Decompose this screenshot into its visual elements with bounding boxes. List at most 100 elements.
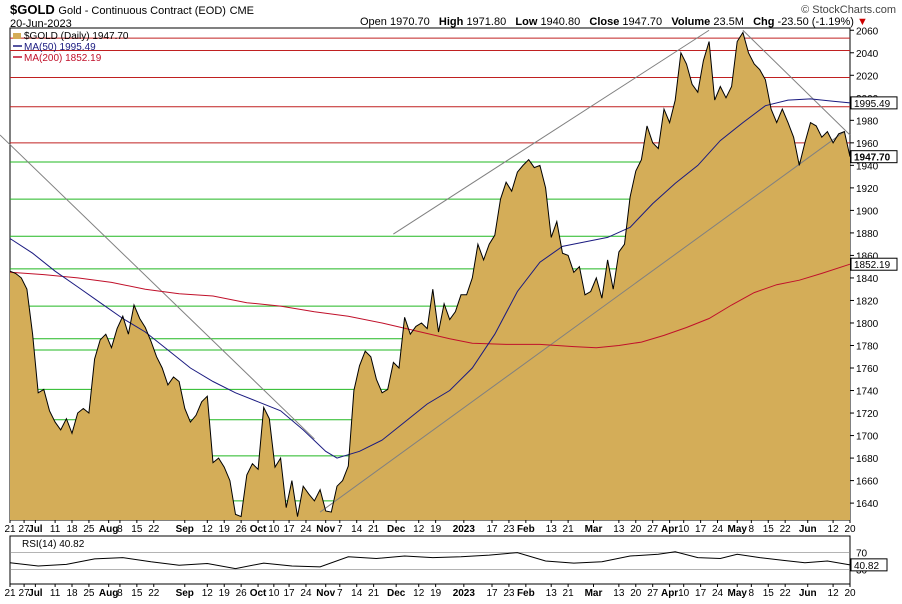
x-tick-label: 13	[546, 588, 558, 599]
x-tick-label: Jun	[799, 524, 817, 535]
trendline	[319, 131, 845, 513]
x-tick-label: 17	[486, 588, 498, 599]
x-tick-label: 8	[749, 588, 755, 599]
x-tick-label: 17	[283, 524, 295, 535]
y-tick-label: 1700	[856, 432, 879, 443]
x-tick-label: 12	[828, 588, 840, 599]
x-tick-label: Jul	[28, 524, 43, 535]
x-tick-label: 22	[148, 588, 160, 599]
x-tick-label: Feb	[517, 524, 535, 535]
x-tick-label: May	[728, 524, 748, 535]
chart-date: 20-Jun-2023	[10, 18, 72, 30]
x-tick-label: 10	[268, 524, 280, 535]
x-tick-label: 10	[678, 524, 690, 535]
trendline	[0, 134, 315, 440]
y-value-tag: 1947.70	[854, 153, 891, 164]
x-tick-label: 23	[503, 588, 515, 599]
volume-label: Volume	[671, 16, 711, 28]
x-tick-label: 13	[613, 588, 625, 599]
x-tick-label: 26	[236, 524, 248, 535]
watermark: © StockCharts.com	[801, 4, 896, 16]
low-label: Low	[515, 16, 538, 28]
low-value: 1940.80	[540, 16, 581, 28]
ma50-line	[9, 98, 851, 459]
legend-price-swatch	[13, 33, 21, 39]
x-tick-label: 20	[630, 524, 642, 535]
y-tick-label: 1760	[856, 364, 879, 375]
y-tick-label: 2020	[856, 71, 879, 82]
x-tick-label: 27	[19, 524, 31, 535]
x-tick-label: 24	[300, 524, 312, 535]
x-tick-label: Mar	[585, 524, 603, 535]
y-tick-label: 1820	[856, 296, 879, 307]
x-tick-label: Dec	[387, 524, 406, 535]
x-tick-label: 21	[4, 524, 16, 535]
x-tick-label: 21	[563, 524, 575, 535]
x-tick-label: 27	[647, 524, 659, 535]
x-tick-label: Apr	[661, 588, 678, 599]
rsi-panel-frame	[9, 535, 851, 585]
x-tick-label: Mar	[585, 588, 603, 599]
x-tick-label: 24	[712, 588, 724, 599]
y-tick-label: 1720	[856, 409, 879, 420]
x-tick-label: 19	[219, 524, 231, 535]
x-tick-label: 13	[546, 524, 558, 535]
rsi-chart: 703040.82	[9, 549, 888, 576]
y-tick-label: 1680	[856, 454, 879, 465]
close-value: 1947.70	[622, 16, 663, 28]
x-tick-label: 11	[50, 524, 61, 535]
x-tick-label: 2023	[453, 524, 476, 535]
y-axis-tags: 1995.49 1947.70 1852.19	[850, 96, 898, 271]
x-tick-label: 19	[430, 524, 442, 535]
x-tick-label: 25	[83, 524, 95, 535]
x-tick-label: Sep	[176, 588, 194, 599]
legend: $GOLD (Daily) 1947.70 MA(50) 1995.49 MA(…	[13, 31, 129, 64]
y-tick-label: 1800	[856, 319, 879, 330]
y-tick-label: 1940	[856, 161, 879, 172]
high-label: High	[438, 16, 464, 28]
symbol-description: Gold - Continuous Contract (EOD)	[58, 5, 226, 17]
x-tick-label: 21	[4, 588, 16, 599]
chart-title: $GOLD Gold - Continuous Contract (EOD) C…	[10, 2, 254, 17]
x-tick-label: 19	[430, 588, 442, 599]
x-tick-label: 10	[268, 588, 280, 599]
x-tick-label: 23	[503, 524, 515, 535]
y-tick-label: 1660	[856, 477, 879, 488]
x-tick-label: 27	[647, 588, 659, 599]
x-tick-label: 17	[486, 524, 498, 535]
rsi-value-tag-box	[850, 558, 888, 572]
close-label: Close	[589, 16, 620, 28]
y-value-tag-box	[850, 150, 898, 164]
exchange: CME	[229, 5, 255, 17]
trendline	[742, 29, 851, 136]
x-tick-label: 21	[368, 524, 380, 535]
open-label: Open	[360, 16, 387, 28]
y-tick-label: 1840	[856, 274, 879, 285]
x-tick-label: 12	[413, 588, 425, 599]
high-value: 1971.80	[466, 16, 507, 28]
x-tick-label: 14	[351, 524, 363, 535]
legend-price: $GOLD (Daily) 1947.70	[24, 31, 129, 42]
trendlines	[0, 29, 851, 513]
y-tick-label: 1740	[856, 387, 879, 398]
legend-ma50: MA(50) 1995.49	[24, 42, 96, 53]
y-tick-label: 2040	[856, 49, 879, 60]
rsi-tick-label: 70	[856, 549, 868, 560]
y-tick-label: 1900	[856, 206, 879, 217]
y-value-tag-box	[850, 96, 898, 110]
x-tick-label: 20	[630, 588, 642, 599]
x-tick-label: 17	[695, 524, 707, 535]
y-tick-label: 1880	[856, 229, 879, 240]
x-tick-label: Apr	[661, 524, 678, 535]
x-tick-label: 8	[117, 524, 123, 535]
x-tick-label: 24	[300, 588, 312, 599]
y-tick-label: 2060	[856, 26, 879, 37]
y-tick-label: 1860	[856, 251, 879, 262]
x-tick-label: 18	[66, 588, 78, 599]
x-tick-label: 18	[66, 524, 78, 535]
x-tick-label: Feb	[517, 588, 535, 599]
x-tick-label: 21	[563, 588, 575, 599]
